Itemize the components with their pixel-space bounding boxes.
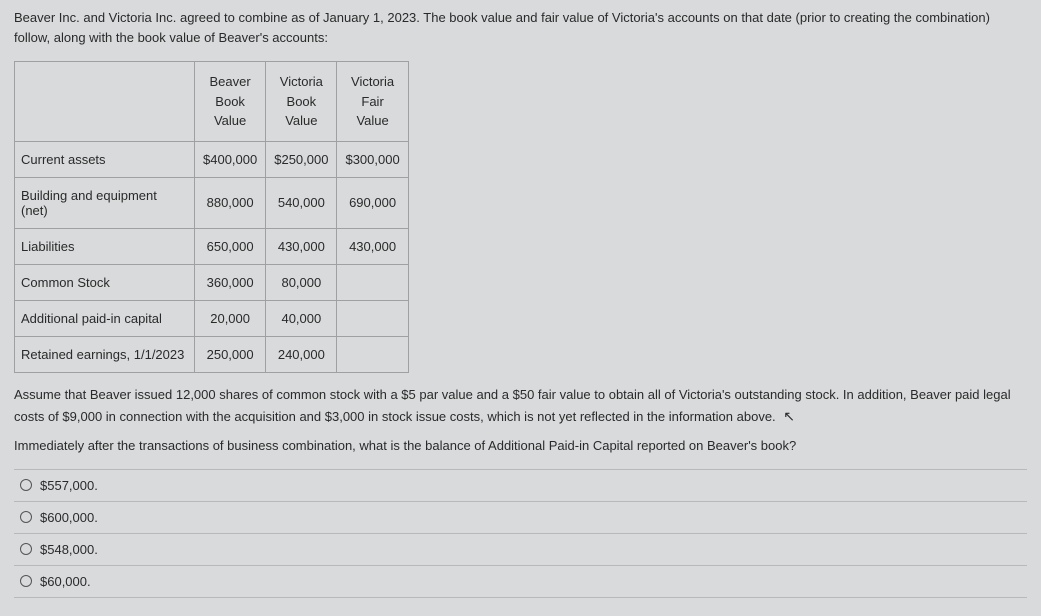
row-label: Common Stock (15, 264, 195, 300)
cell (337, 300, 408, 336)
option-row[interactable]: $548,000. (14, 533, 1027, 565)
col-header-beaver: Beaver Book Value (195, 62, 266, 142)
cursor-icon: ↖ (783, 405, 795, 427)
table-row: Additional paid-in capital 20,000 40,000 (15, 300, 409, 336)
row-label: Liabilities (15, 228, 195, 264)
cell (337, 336, 408, 372)
table-row: Retained earnings, 1/1/2023 250,000 240,… (15, 336, 409, 372)
option-label: $600,000. (40, 510, 98, 525)
option-row[interactable]: $600,000. (14, 501, 1027, 533)
cell: 690,000 (337, 177, 408, 228)
col-header-victoria-fair: Victoria Fair Value (337, 62, 408, 142)
option-label: $548,000. (40, 542, 98, 557)
assumption-paragraph: Assume that Beaver issued 12,000 shares … (14, 385, 1027, 429)
row-label: Retained earnings, 1/1/2023 (15, 336, 195, 372)
option-row[interactable]: $60,000. (14, 565, 1027, 598)
cell: 540,000 (266, 177, 337, 228)
answer-options: $557,000. $600,000. $548,000. $60,000. (14, 469, 1027, 598)
row-label: Additional paid-in capital (15, 300, 195, 336)
cell: 40,000 (266, 300, 337, 336)
table-row: Common Stock 360,000 80,000 (15, 264, 409, 300)
cell: $400,000 (195, 141, 266, 177)
option-label: $60,000. (40, 574, 91, 589)
cell: $300,000 (337, 141, 408, 177)
radio-icon[interactable] (20, 511, 32, 523)
cell: 430,000 (266, 228, 337, 264)
cell: 240,000 (266, 336, 337, 372)
cell: 360,000 (195, 264, 266, 300)
cell: 80,000 (266, 264, 337, 300)
assumption-text: Assume that Beaver issued 12,000 shares … (14, 387, 1011, 425)
col-header-victoria-book: Victoria Book Value (266, 62, 337, 142)
option-label: $557,000. (40, 478, 98, 493)
cell: 430,000 (337, 228, 408, 264)
cell: $250,000 (266, 141, 337, 177)
question-prompt: Immediately after the transactions of bu… (14, 436, 1027, 457)
radio-icon[interactable] (20, 479, 32, 491)
cell (337, 264, 408, 300)
row-label: Building and equipment (net) (15, 177, 195, 228)
accounts-table: Beaver Book Value Victoria Book Value Vi… (14, 61, 409, 373)
question-intro: Beaver Inc. and Victoria Inc. agreed to … (14, 8, 1027, 47)
table-row: Building and equipment (net) 880,000 540… (15, 177, 409, 228)
cell: 20,000 (195, 300, 266, 336)
radio-icon[interactable] (20, 575, 32, 587)
cell: 650,000 (195, 228, 266, 264)
blank-header (15, 62, 195, 142)
row-label: Current assets (15, 141, 195, 177)
table-row: Liabilities 650,000 430,000 430,000 (15, 228, 409, 264)
radio-icon[interactable] (20, 543, 32, 555)
cell: 250,000 (195, 336, 266, 372)
option-row[interactable]: $557,000. (14, 469, 1027, 501)
cell: 880,000 (195, 177, 266, 228)
table-row: Current assets $400,000 $250,000 $300,00… (15, 141, 409, 177)
